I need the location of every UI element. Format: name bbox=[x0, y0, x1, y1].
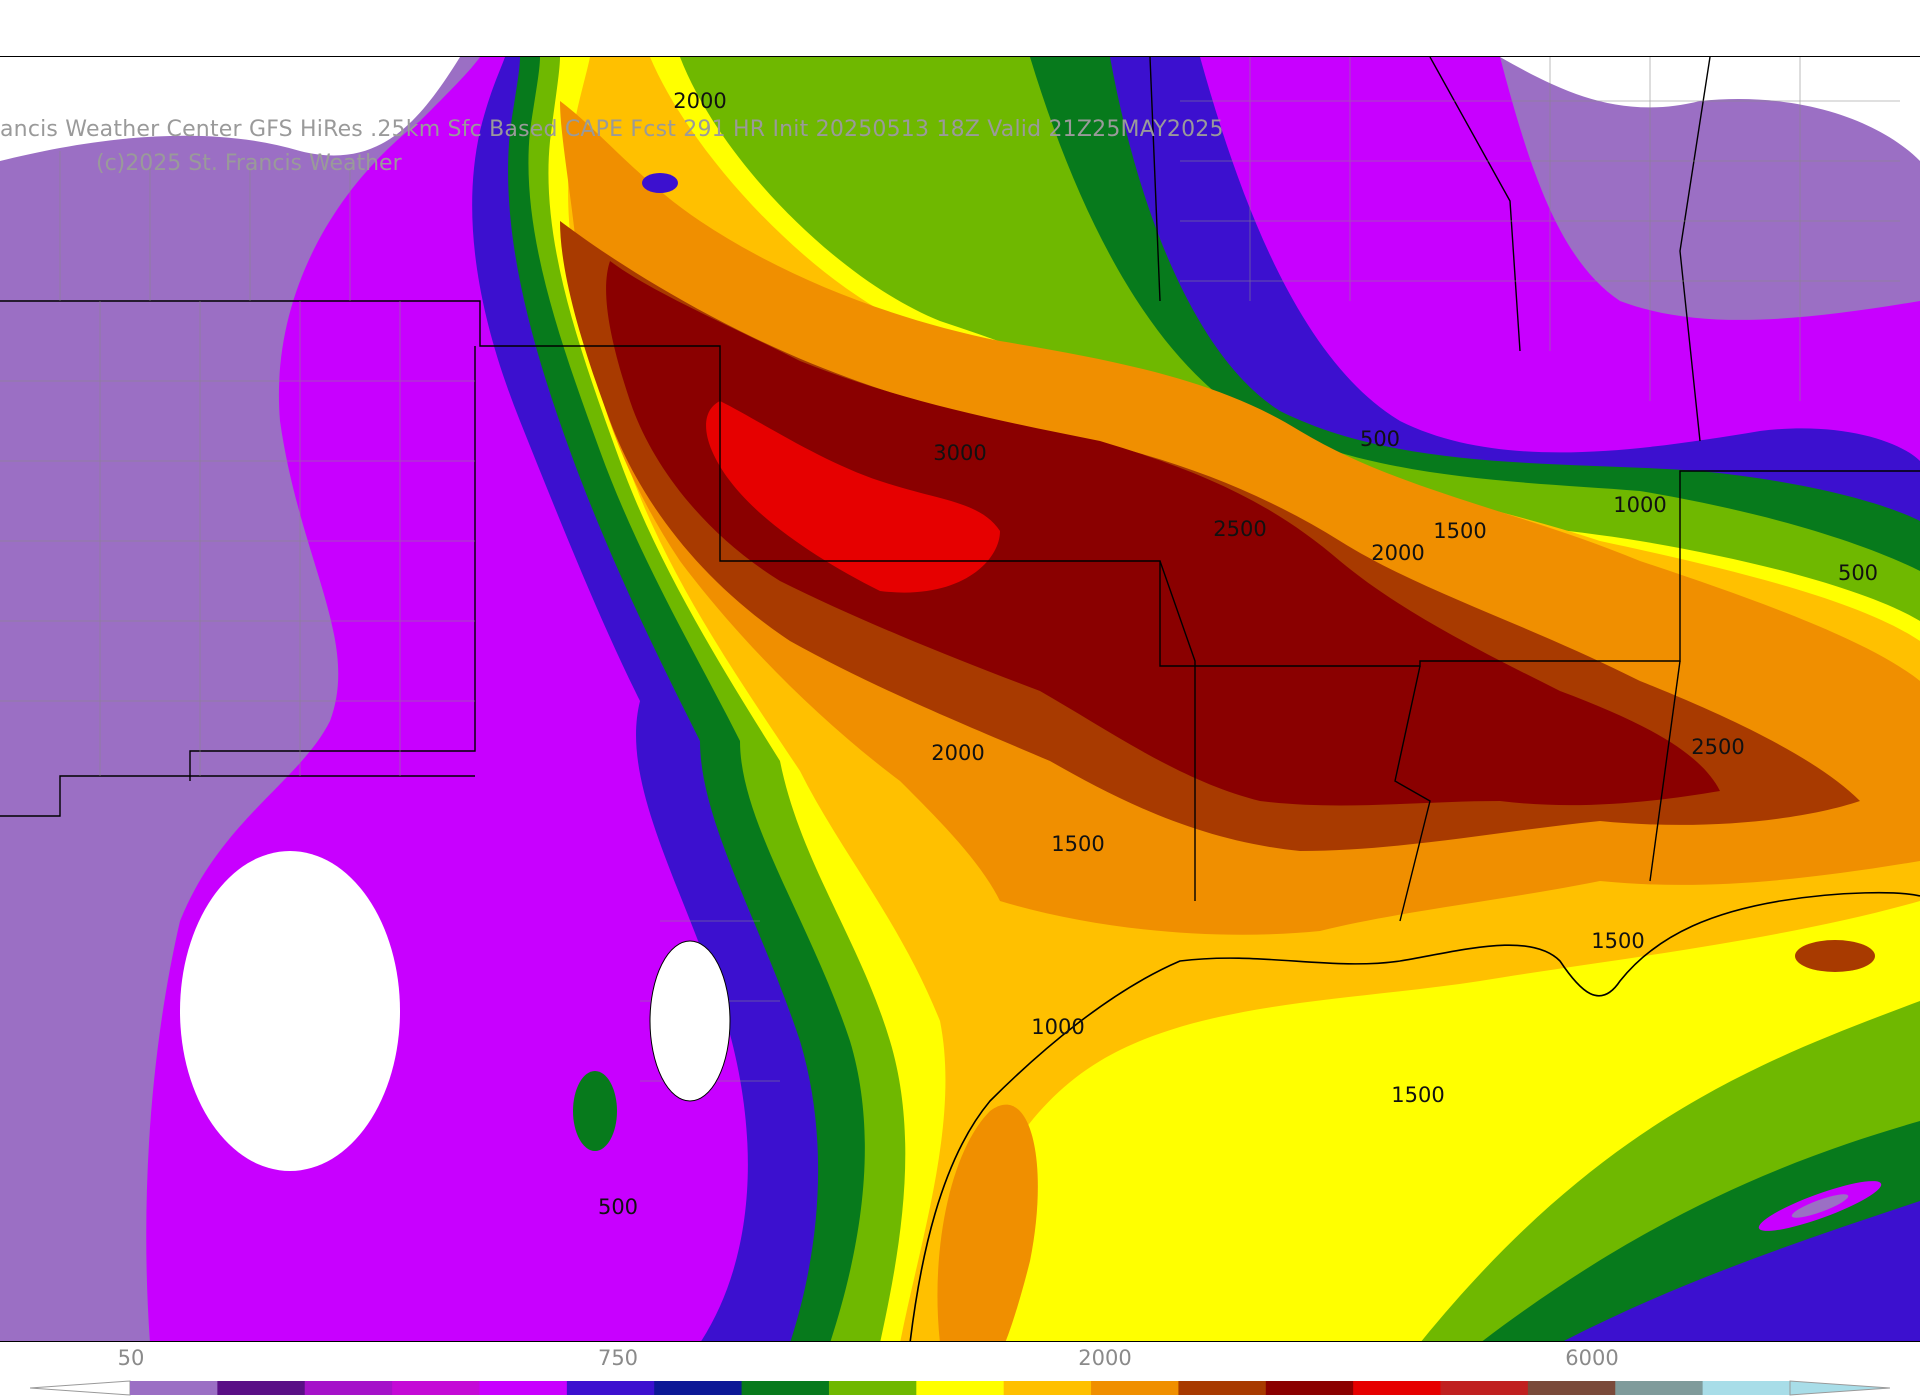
legend-color-swatch bbox=[1702, 1381, 1791, 1395]
cape-fill-orange-south bbox=[937, 1104, 1038, 1341]
state-boundaries bbox=[0, 57, 1920, 922]
feature-green-north bbox=[642, 173, 678, 193]
legend-color-swatch bbox=[130, 1381, 218, 1395]
feature-brown-east bbox=[1795, 940, 1875, 972]
legend-color-swatch bbox=[217, 1381, 306, 1395]
legend-color-swatch bbox=[654, 1381, 743, 1395]
contour-label-2000-north: 2000 bbox=[673, 89, 727, 113]
contour-label-2500-east: 2500 bbox=[1691, 735, 1745, 759]
legend-color-swatch bbox=[1265, 1381, 1354, 1395]
contour-label-500-east: 500 bbox=[1837, 561, 1879, 585]
legend-color-swatch bbox=[392, 1381, 480, 1395]
legend-tick-50: 50 bbox=[117, 1346, 145, 1370]
legend-tick-6000: 6000 bbox=[1565, 1346, 1619, 1370]
legend-color-swatch bbox=[741, 1381, 830, 1395]
legend-max-arrow bbox=[1789, 1380, 1890, 1396]
cape-fill-layers bbox=[0, 57, 1920, 1341]
legend-color-swatch bbox=[828, 1381, 917, 1395]
contour-label-2500-center: 2500 bbox=[1213, 517, 1267, 541]
contour-label-1500-gulf: 1500 bbox=[1391, 1083, 1445, 1107]
feature-green-west bbox=[573, 1071, 617, 1151]
cape-small-features bbox=[180, 173, 1882, 1231]
legend-color-swatch bbox=[1440, 1381, 1529, 1395]
legend-colorbar bbox=[30, 1380, 1890, 1396]
legend-color-swatch bbox=[916, 1381, 1005, 1395]
cape-fill-darkred bbox=[606, 261, 1721, 806]
legend-tick-2000: 2000 bbox=[1078, 1346, 1132, 1370]
contour-label-1500-east: 1500 bbox=[1433, 519, 1487, 543]
legend-color-swatch bbox=[1003, 1381, 1092, 1395]
contour-label-2000-south: 2000 bbox=[931, 741, 985, 765]
feature-white-west bbox=[180, 851, 400, 1171]
contour-label-1500-south: 1500 bbox=[1051, 832, 1105, 856]
contour-label-1000-south: 1000 bbox=[1031, 1015, 1085, 1039]
gulf-coastline bbox=[909, 891, 1920, 1341]
cape-legend: 50 750 2000 6000 bbox=[0, 1342, 1920, 1400]
contour-label-500-west: 500 bbox=[597, 1195, 639, 1219]
contour-label-3000: 3000 bbox=[933, 441, 987, 465]
map-title: ancis Weather Center GFS HiRes .25km Sfc… bbox=[0, 117, 1224, 142]
legend-color-swatch bbox=[1527, 1381, 1616, 1395]
legend-color-swatch bbox=[1353, 1381, 1442, 1395]
county-boundaries bbox=[0, 57, 1900, 1082]
legend-color-swatch bbox=[566, 1381, 655, 1395]
legend-color-swatch bbox=[304, 1381, 393, 1395]
legend-color-swatch bbox=[1091, 1381, 1179, 1395]
legend-color-swatch bbox=[1178, 1381, 1267, 1395]
contour-label-1000-east: 1000 bbox=[1613, 493, 1667, 517]
cape-fill-red bbox=[706, 401, 1000, 593]
cape-contour-map bbox=[0, 57, 1920, 1341]
contour-label-500-north: 500 bbox=[1359, 427, 1401, 451]
feature-lightpurple-east bbox=[1791, 1194, 1849, 1218]
legend-tick-750: 750 bbox=[597, 1346, 639, 1370]
feature-white-lake bbox=[649, 940, 731, 1102]
legend-color-swatch bbox=[1615, 1381, 1704, 1395]
legend-color-swatch bbox=[479, 1381, 568, 1395]
cape-map: ancis Weather Center GFS HiRes .25km Sfc… bbox=[0, 56, 1920, 1342]
contour-label-1500-coast: 1500 bbox=[1591, 929, 1645, 953]
contour-label-2000-east: 2000 bbox=[1371, 541, 1425, 565]
map-copyright: (c)2025 St. Francis Weather bbox=[96, 151, 402, 176]
legend-min-arrow bbox=[30, 1380, 131, 1396]
